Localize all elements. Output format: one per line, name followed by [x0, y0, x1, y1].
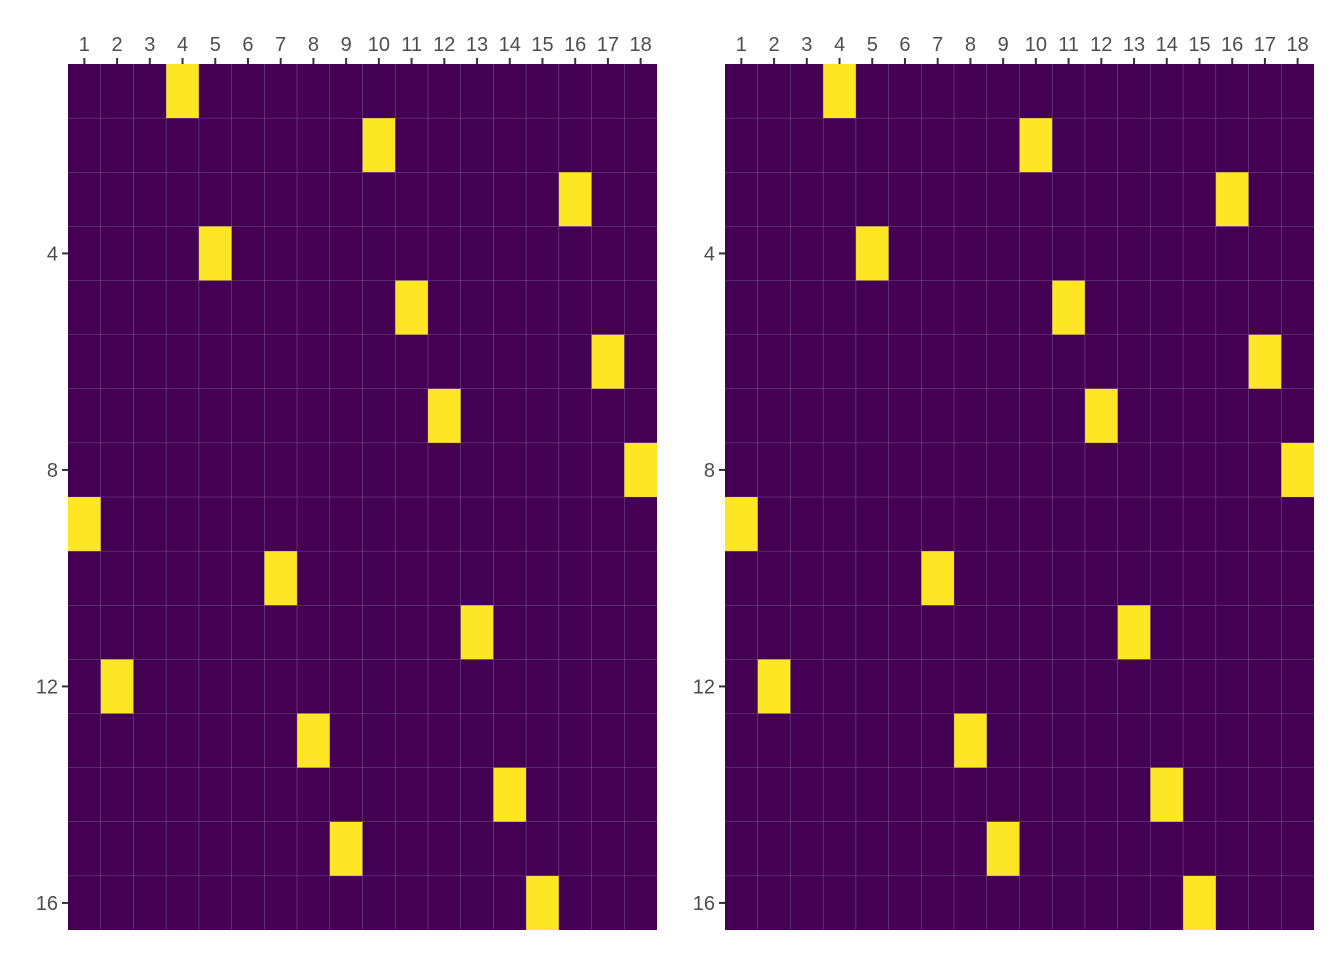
x-tick-label: 9	[341, 34, 352, 56]
x-tick-label: 5	[210, 34, 221, 56]
x-tick-label: 17	[1254, 34, 1276, 56]
x-tick-label: 7	[932, 34, 943, 56]
x-tick-label: 17	[597, 34, 619, 56]
x-tick-label: 4	[177, 34, 188, 56]
heatmap-cell-r4-c5	[198, 226, 232, 281]
x-tick-label: 6	[242, 34, 253, 56]
x-tick-label: 16	[564, 34, 586, 56]
y-tick-label: 4	[704, 243, 715, 265]
y-tick-label: 12	[693, 676, 715, 698]
heatmap-cell-r15-c9	[329, 821, 363, 876]
y-tick-label: 16	[36, 893, 58, 915]
heatmap-cell-r3-c16	[1215, 172, 1249, 227]
x-tick-label: 8	[965, 34, 976, 56]
x-tick-label: 14	[1156, 34, 1178, 56]
x-tick-label: 3	[801, 34, 812, 56]
x-tick-label: 7	[275, 34, 286, 56]
heatmap-cell-r16-c15	[1183, 875, 1216, 930]
heatmap-cell-r14-c14	[493, 767, 527, 822]
heatmap-cell-r3-c16	[558, 172, 592, 227]
heatmap-cell-r12-c2	[757, 659, 791, 714]
heatmap-cell-r6-c17	[1248, 334, 1282, 389]
x-tick-label: 1	[79, 34, 90, 56]
x-tick-label: 1	[736, 34, 747, 56]
heatmap-cell-r2-c10	[1019, 118, 1053, 173]
heatmap-cell-r11-c13	[1117, 605, 1151, 660]
heatmap-cell-r7-c12	[1084, 388, 1118, 443]
x-tick-label: 13	[466, 34, 488, 56]
x-tick-label: 18	[1287, 34, 1309, 56]
x-tick-label: 2	[769, 34, 780, 56]
x-tick-label: 2	[112, 34, 123, 56]
x-tick-label: 9	[998, 34, 1009, 56]
x-tick-label: 18	[630, 34, 652, 56]
heatmap-cell-r4-c5	[855, 226, 889, 281]
heatmap-cell-r8-c18	[1281, 442, 1314, 497]
y-tick-label: 16	[693, 893, 715, 915]
heatmap-cell-r1-c4	[166, 64, 199, 119]
y-tick-label: 8	[704, 460, 715, 482]
x-tick-label: 10	[368, 34, 390, 56]
heatmap-cell-r9-c1	[725, 497, 758, 552]
x-tick-label: 3	[144, 34, 155, 56]
x-tick-label: 14	[499, 34, 521, 56]
heatmap-cell-r6-c17	[591, 334, 625, 389]
heatmap-cell-r5-c11	[1052, 280, 1085, 335]
heatmap-cell-r16-c15	[526, 875, 559, 930]
x-tick-label: 11	[401, 34, 422, 56]
heatmap-cell-r7-c12	[427, 388, 461, 443]
heatmap-cell-r2-c10	[362, 118, 396, 173]
x-tick-label: 15	[1188, 34, 1210, 56]
heatmap-cell-r5-c11	[395, 280, 428, 335]
heatmap-cell-r14-c14	[1150, 767, 1184, 822]
x-tick-label: 6	[899, 34, 910, 56]
x-tick-label: 8	[308, 34, 319, 56]
heatmap-cell-r13-c8	[954, 713, 987, 768]
heatmap-cell-r8-c18	[624, 442, 657, 497]
x-tick-label: 12	[1090, 34, 1112, 56]
x-tick-label: 10	[1025, 34, 1047, 56]
y-tick-label: 4	[47, 243, 58, 265]
heatmap-cell-r15-c9	[986, 821, 1020, 876]
heatmap-cell-r1-c4	[823, 64, 856, 119]
y-tick-label: 12	[36, 676, 58, 698]
heatmap-cell-r10-c7	[264, 551, 298, 606]
x-tick-label: 5	[867, 34, 878, 56]
x-tick-label: 11	[1058, 34, 1079, 56]
y-tick-label: 8	[47, 460, 58, 482]
heatmap-cell-r9-c1	[68, 497, 101, 552]
heatmap-cell-r13-c8	[297, 713, 330, 768]
heatmap-cell-r11-c13	[460, 605, 494, 660]
x-tick-label: 15	[531, 34, 553, 56]
x-tick-label: 13	[1123, 34, 1145, 56]
x-tick-label: 4	[834, 34, 845, 56]
heatmap-cell-r12-c2	[100, 659, 134, 714]
x-tick-label: 12	[433, 34, 455, 56]
x-tick-label: 16	[1221, 34, 1243, 56]
heatmap-cell-r10-c7	[921, 551, 955, 606]
